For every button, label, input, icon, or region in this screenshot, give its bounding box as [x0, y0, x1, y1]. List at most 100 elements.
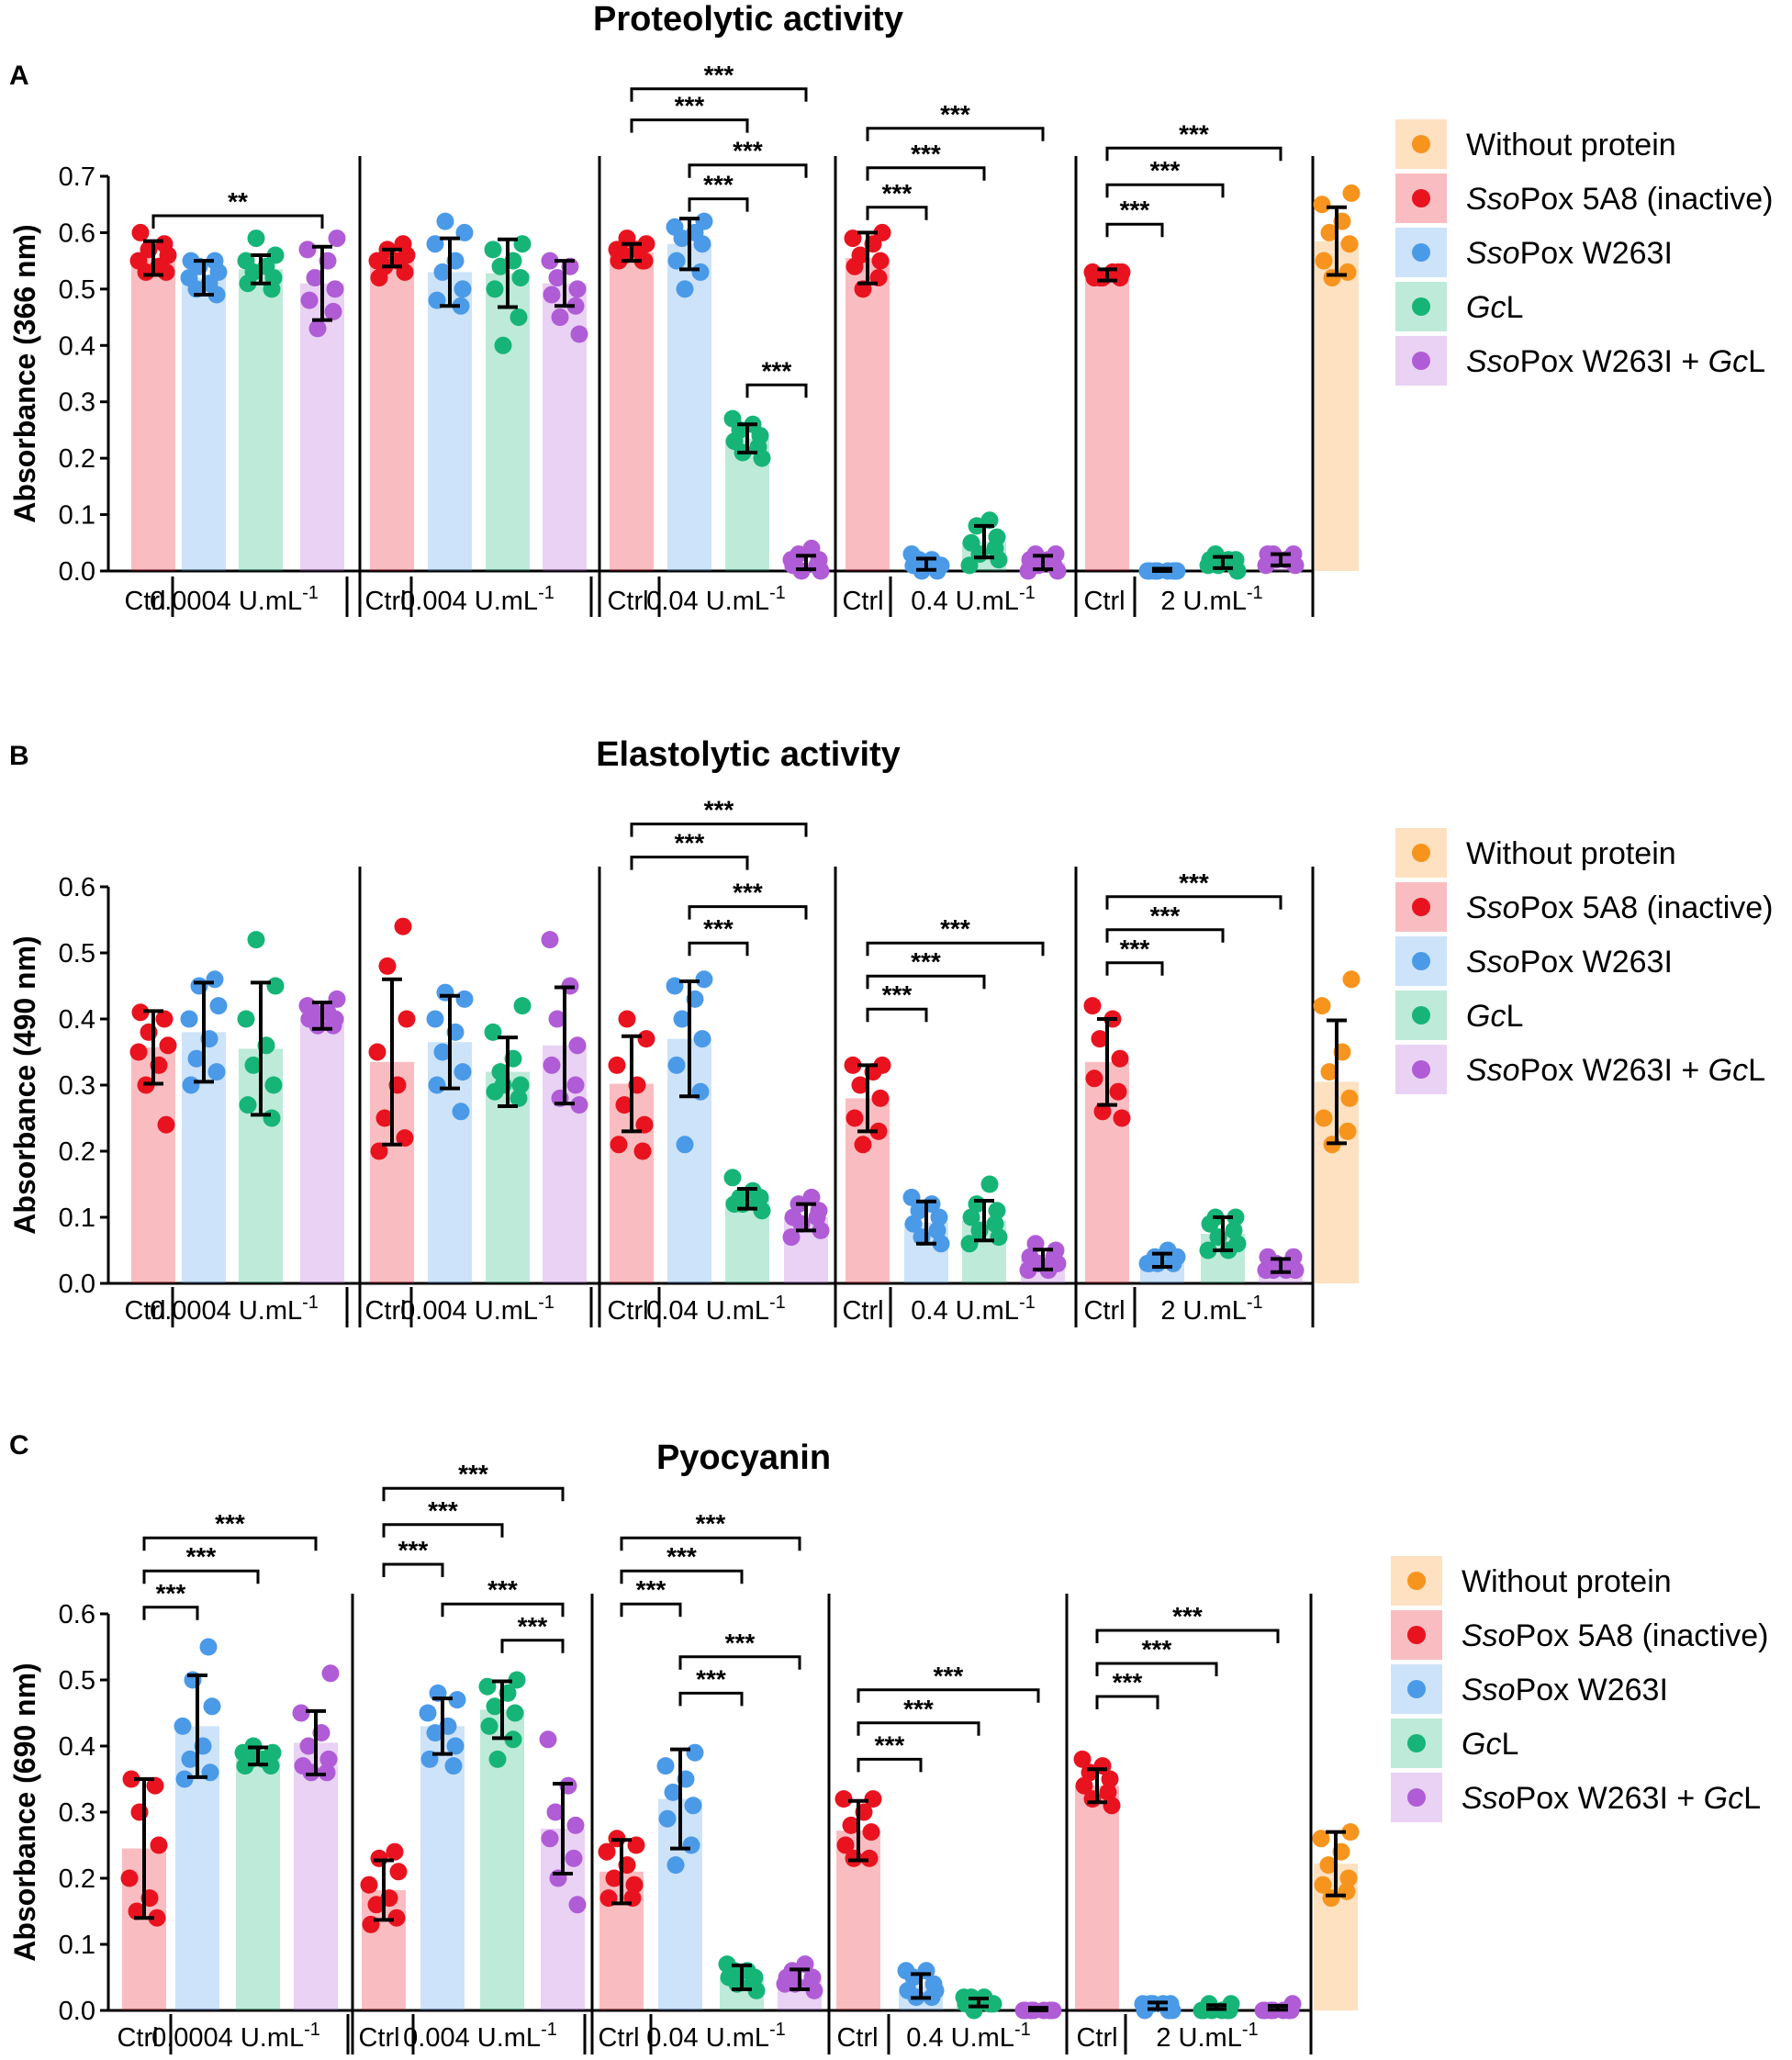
- data-point: [506, 1704, 524, 1722]
- legend-item: SsoPox W263I: [1395, 228, 1673, 277]
- bar-ssopox-w263i: [666, 970, 713, 1283]
- data-point: [148, 1909, 166, 1927]
- bar-ssopox-5a8-inactive-: [1083, 263, 1131, 571]
- bracket-line: [382, 1523, 504, 1538]
- data-point: [618, 1010, 636, 1028]
- category-ctrl-label: Ctrl: [364, 1296, 406, 1326]
- data-point: [862, 1823, 880, 1842]
- bracket-line: [866, 1007, 928, 1023]
- data-point: [548, 269, 566, 287]
- data-point: [455, 223, 474, 241]
- dose-text: 0.04 U.mL: [646, 587, 769, 616]
- significance-label: ***: [762, 356, 792, 385]
- y-tick-label: 0.0: [59, 1270, 95, 1299]
- data-point: [511, 1076, 530, 1094]
- significance-bracket: ***: [1095, 1668, 1159, 1709]
- bracket-line: [1105, 928, 1225, 943]
- legend-label: GcL: [1466, 290, 1523, 325]
- chart-title: Elastolytic activity: [596, 735, 901, 774]
- significance-label: ***: [703, 914, 734, 943]
- y-axis-label: Absorbance (366 nm): [8, 224, 41, 522]
- legend-label-part: Pox 5A8 (inactive): [1520, 182, 1774, 217]
- data-point: [504, 1730, 522, 1749]
- significance-label: ***: [487, 1575, 518, 1604]
- category-dose-label: 2 U.mL-1: [1160, 1293, 1262, 1326]
- bracket-line: [630, 823, 808, 837]
- data-point: [1342, 184, 1361, 202]
- dose-superscript: -1: [769, 2020, 786, 2040]
- data-point: [851, 1076, 869, 1094]
- data-point: [1341, 1823, 1360, 1842]
- data-point: [324, 302, 342, 320]
- data-point: [513, 997, 532, 1015]
- data-point: [155, 1010, 174, 1028]
- data-point: [984, 1995, 1002, 2013]
- data-point: [508, 1671, 526, 1689]
- data-point: [128, 1902, 146, 1920]
- data-point: [326, 280, 344, 298]
- data-point: [673, 230, 691, 248]
- data-point: [389, 1863, 408, 1881]
- data-point: [157, 1115, 175, 1134]
- significance-label: ***: [704, 796, 734, 824]
- legend-item: SsoPox 5A8 (inactive): [1395, 882, 1774, 932]
- significance-bracket: ***: [1095, 1602, 1280, 1643]
- data-point: [1342, 970, 1361, 989]
- data-point: [396, 1129, 414, 1148]
- data-point: [159, 1036, 177, 1055]
- legend-label-part: Gc: [1466, 999, 1506, 1034]
- bar-ssopox-w263i: [1134, 1995, 1182, 2020]
- data-point: [360, 1875, 378, 1894]
- data-point: [930, 1208, 948, 1226]
- chart-title: Pyocyanin: [656, 1439, 831, 1477]
- data-point: [510, 308, 528, 327]
- dose-text: 2 U.mL: [1160, 1296, 1246, 1326]
- significance-label: ***: [940, 914, 970, 943]
- bar-fill: [239, 269, 283, 571]
- data-point: [308, 319, 327, 338]
- significance-bracket: ***: [382, 1496, 504, 1538]
- data-point: [635, 1115, 654, 1134]
- significance-label: ***: [428, 1496, 458, 1525]
- legend-label-part: Pox W263I +: [1520, 344, 1708, 379]
- bar-fill: [846, 258, 890, 571]
- data-point: [566, 1076, 585, 1094]
- legend-label: SsoPox W263I: [1466, 236, 1673, 271]
- bracket-line: [866, 941, 1045, 957]
- bracket-line: [382, 1486, 565, 1502]
- category-dose-label: 0.0004 U.mL-1: [150, 583, 319, 616]
- y-tick-label: 0.2: [59, 1864, 95, 1894]
- panel-C: C Pyocyanin Absorbance (690 nm) 0.0 0.1 0.2 0.…: [8, 1430, 1769, 2054]
- bar-ssopox-w263i: [1138, 562, 1186, 580]
- significance-label: ***: [1113, 1668, 1143, 1696]
- significance-bracket: ***: [1105, 868, 1282, 910]
- data-point: [926, 1981, 945, 1999]
- data-point: [637, 1030, 655, 1048]
- dose-superscript: -1: [538, 583, 554, 603]
- bracket-line: [382, 1562, 444, 1577]
- significance-label: ***: [1142, 1635, 1172, 1663]
- legend-label-part: Gc: [1708, 1053, 1748, 1088]
- data-point: [244, 1056, 263, 1074]
- legend-label-part: Without protein: [1466, 836, 1676, 871]
- bar-ssopox-w263i-gcl: [541, 252, 588, 571]
- bar-fill: [294, 1742, 338, 2010]
- y-tick-label: 0.6: [59, 218, 95, 248]
- data-point: [658, 1809, 677, 1828]
- data-point: [426, 1724, 444, 1742]
- data-point: [543, 285, 561, 304]
- bar-ssopox-w263i: [426, 212, 474, 571]
- legend-label-part: L: [1506, 999, 1523, 1034]
- data-point: [988, 1202, 1006, 1220]
- data-point: [368, 1043, 386, 1061]
- bar-gcl: [955, 1988, 1002, 2020]
- dose-text: 2 U.mL: [1156, 2023, 1241, 2053]
- data-point: [864, 1790, 882, 1808]
- legend-label: SsoPox 5A8 (inactive): [1466, 890, 1774, 925]
- data-point: [131, 1003, 150, 1022]
- data-point: [860, 1849, 879, 1867]
- data-point: [570, 1096, 588, 1114]
- significance-label: ***: [704, 61, 734, 89]
- significance-label: ***: [882, 980, 913, 1009]
- data-point: [182, 1076, 200, 1094]
